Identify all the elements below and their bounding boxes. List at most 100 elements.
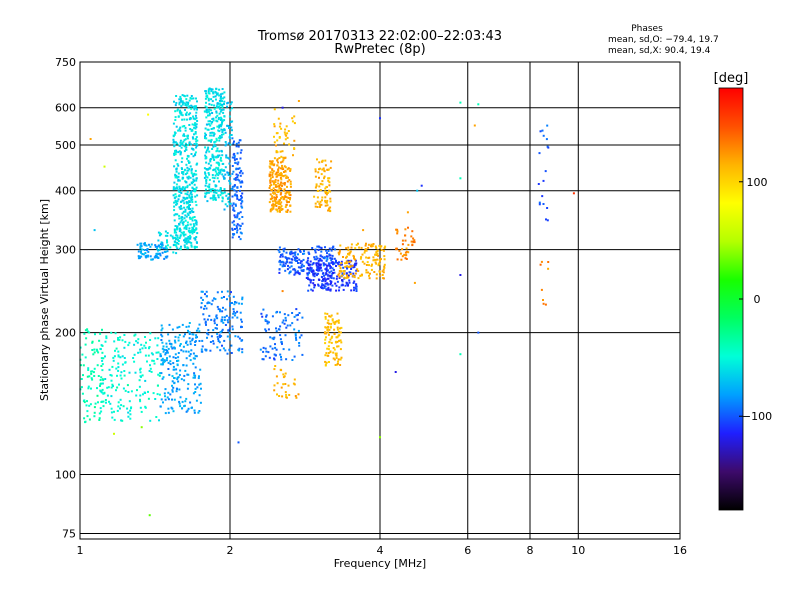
echo-point [224, 203, 227, 206]
echo-point [320, 284, 323, 287]
echo-point [87, 369, 90, 371]
echo-point [129, 409, 132, 412]
echo-point [269, 193, 272, 196]
echo-point [405, 247, 408, 250]
echo-point [285, 191, 288, 194]
echo-point [180, 143, 183, 146]
echo-point [120, 404, 123, 407]
echo-point [191, 136, 194, 139]
echo-point [287, 384, 290, 387]
echo-point [186, 247, 189, 250]
echo-point [300, 264, 303, 267]
echo-point [185, 242, 188, 245]
echo-point [317, 268, 320, 271]
echo-point [336, 261, 339, 264]
echo-point [276, 209, 279, 211]
echo-point [323, 274, 325, 277]
echo-point [542, 134, 545, 137]
echo-point [313, 275, 316, 278]
echo-point [546, 207, 549, 209]
echo-point [166, 396, 169, 399]
echo-point [173, 229, 176, 232]
echo-point [285, 177, 288, 179]
echo-point [215, 314, 218, 317]
echo-point [128, 341, 131, 344]
echo-point [162, 350, 165, 353]
echo-point [110, 374, 113, 377]
echo-point [368, 274, 370, 277]
echo-point [537, 183, 540, 185]
echo-point [355, 285, 358, 288]
echo-point [323, 177, 325, 180]
echo-point [184, 138, 187, 141]
echo-point [237, 174, 240, 177]
echo-point [175, 195, 178, 198]
echo-point [216, 332, 219, 335]
echo-point [314, 186, 317, 189]
echo-point [101, 382, 104, 385]
echo-point [183, 244, 186, 247]
echo-point [327, 288, 330, 291]
echo-point [180, 219, 183, 222]
echo-point [186, 373, 189, 376]
echo-point [170, 345, 173, 348]
echo-point [101, 369, 104, 372]
echo-point [336, 328, 339, 331]
echo-point [186, 387, 189, 390]
echo-point [209, 167, 212, 170]
echo-point [157, 337, 160, 340]
echo-point [335, 354, 338, 357]
echo-point [322, 284, 325, 287]
echo-point [320, 250, 323, 253]
echo-point [221, 100, 223, 103]
echo-point [327, 177, 330, 180]
echo-point [237, 441, 240, 444]
echo-point [365, 256, 368, 259]
echo-point [221, 344, 223, 347]
echo-point [324, 342, 327, 345]
echo-point [208, 103, 211, 106]
echo-point [177, 238, 179, 241]
echo-point [210, 164, 213, 167]
echo-point [261, 315, 264, 318]
echo-point [383, 267, 386, 269]
echo-point [186, 206, 189, 209]
echo-point [205, 109, 208, 111]
echo-point [160, 339, 163, 341]
echo-point [538, 203, 541, 206]
echo-point [366, 261, 369, 264]
echo-point [236, 310, 239, 313]
echo-point [173, 152, 176, 155]
echo-point [186, 172, 189, 175]
echo-point [334, 248, 337, 251]
echo-point [214, 95, 217, 98]
echo-point [226, 298, 228, 301]
echo-point [274, 178, 277, 181]
echo-point [141, 253, 144, 255]
echo-point [177, 151, 180, 154]
echo-point [210, 140, 212, 143]
echo-point [204, 305, 207, 307]
echo-point [198, 383, 201, 386]
echo-point [353, 257, 355, 260]
echo-point [355, 262, 358, 265]
echo-point [265, 350, 268, 353]
echo-point [194, 188, 197, 191]
echo-point [144, 252, 147, 254]
echo-point [99, 385, 101, 387]
echo-point [273, 191, 276, 194]
plot-frame [79, 61, 681, 540]
echo-point [314, 272, 317, 275]
echo-point [175, 183, 178, 186]
echo-point [206, 200, 209, 203]
echo-point [270, 188, 273, 191]
echo-point [298, 336, 301, 339]
echo-point [354, 247, 357, 250]
echo-point [195, 97, 197, 100]
echo-point [275, 375, 278, 378]
echo-point [181, 323, 184, 326]
echo-point [289, 185, 292, 188]
echo-point [191, 339, 194, 342]
echo-point [177, 240, 180, 243]
echo-point [297, 393, 300, 396]
